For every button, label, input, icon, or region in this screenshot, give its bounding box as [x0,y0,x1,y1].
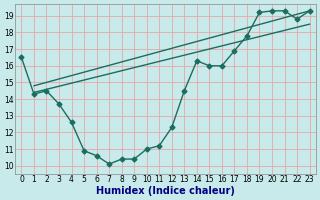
X-axis label: Humidex (Indice chaleur): Humidex (Indice chaleur) [96,186,235,196]
